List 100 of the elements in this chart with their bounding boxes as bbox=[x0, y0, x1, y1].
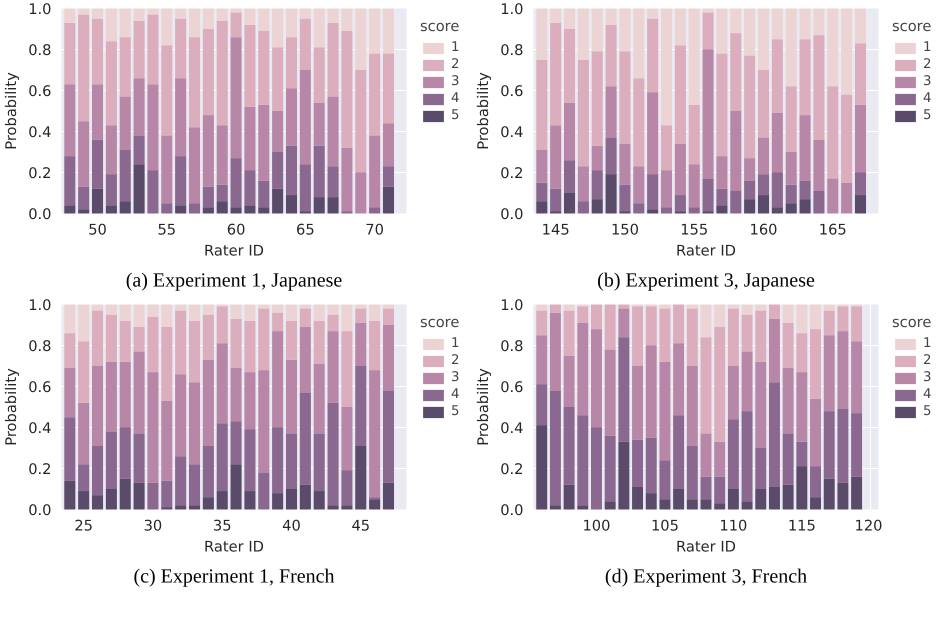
bar bbox=[619, 52, 630, 144]
bar bbox=[64, 205, 76, 214]
bar bbox=[147, 316, 158, 372]
x-tick-label: 150 bbox=[610, 222, 639, 238]
bar bbox=[716, 205, 728, 214]
bar bbox=[202, 360, 214, 446]
bar bbox=[272, 331, 284, 428]
x-tick-label: 145 bbox=[542, 222, 570, 238]
bar bbox=[161, 203, 172, 214]
x-tick-label: 155 bbox=[680, 222, 708, 238]
bar bbox=[647, 8, 658, 19]
bar bbox=[134, 304, 145, 328]
bar bbox=[755, 448, 766, 489]
bar bbox=[147, 372, 158, 483]
bar bbox=[564, 484, 575, 510]
bar bbox=[369, 304, 380, 321]
bar bbox=[728, 419, 739, 489]
bar bbox=[120, 37, 131, 97]
bar bbox=[230, 158, 242, 208]
bar bbox=[382, 8, 394, 54]
bar bbox=[659, 304, 670, 309]
bar bbox=[258, 104, 270, 181]
bar bbox=[577, 415, 588, 506]
bar bbox=[272, 47, 284, 111]
bar bbox=[314, 320, 325, 364]
y-tick-label: 0.4 bbox=[28, 420, 52, 437]
bar bbox=[188, 8, 200, 38]
bar bbox=[813, 8, 824, 36]
legend-label: 2 bbox=[923, 57, 932, 72]
bar bbox=[134, 482, 145, 510]
bar bbox=[592, 170, 603, 200]
y-tick-label: 0.2 bbox=[500, 461, 524, 478]
bar bbox=[688, 164, 700, 208]
bar bbox=[714, 476, 726, 504]
bar bbox=[328, 304, 339, 315]
y-tick-label: 0.2 bbox=[28, 461, 52, 478]
bar bbox=[796, 304, 808, 334]
y-tick-label: 0.0 bbox=[500, 502, 524, 519]
bar bbox=[714, 442, 726, 477]
bar bbox=[647, 209, 658, 214]
bar bbox=[686, 366, 698, 446]
bar bbox=[578, 201, 589, 214]
y-tick-label: 0.0 bbox=[500, 206, 524, 223]
bar bbox=[841, 182, 852, 214]
bar bbox=[314, 491, 325, 510]
bar bbox=[369, 499, 380, 510]
x-tick-label: 40 bbox=[282, 518, 301, 534]
bar bbox=[328, 96, 339, 166]
bar bbox=[604, 501, 616, 510]
bar bbox=[577, 505, 588, 510]
bar bbox=[134, 78, 145, 136]
bar bbox=[355, 446, 366, 510]
bar bbox=[244, 24, 256, 107]
bar bbox=[604, 304, 616, 350]
bar bbox=[120, 150, 131, 202]
bar bbox=[147, 482, 158, 510]
bar bbox=[716, 156, 728, 189]
bar bbox=[300, 308, 311, 328]
bar bbox=[659, 362, 670, 460]
bar bbox=[355, 70, 366, 172]
bar bbox=[328, 22, 339, 97]
bar bbox=[286, 304, 298, 321]
bar bbox=[564, 160, 576, 193]
bar bbox=[632, 440, 644, 487]
bar bbox=[758, 70, 770, 138]
bar bbox=[106, 314, 117, 362]
y-tick-label: 0.6 bbox=[28, 83, 52, 100]
bar bbox=[550, 8, 562, 23]
y-tick-label: 0.6 bbox=[28, 379, 52, 396]
bar bbox=[369, 207, 380, 214]
bar bbox=[230, 421, 242, 464]
bar bbox=[813, 140, 824, 191]
bar bbox=[854, 195, 866, 214]
y-tick-label: 0.4 bbox=[28, 124, 52, 141]
bar bbox=[782, 322, 794, 368]
bar bbox=[686, 446, 698, 500]
y-tick-label: 1.0 bbox=[500, 1, 524, 18]
bar bbox=[728, 304, 739, 309]
text: (a) Experiment 1, Japanese bbox=[126, 270, 342, 292]
bar bbox=[188, 505, 200, 510]
bar bbox=[604, 436, 616, 502]
bar bbox=[827, 8, 838, 86]
bar bbox=[755, 310, 766, 362]
bar bbox=[772, 113, 783, 172]
bar bbox=[106, 125, 117, 175]
bar bbox=[258, 472, 270, 510]
bar bbox=[314, 434, 325, 492]
bar bbox=[564, 8, 576, 29]
bar bbox=[202, 207, 214, 214]
bar bbox=[674, 45, 686, 144]
y-tick-label: 0.6 bbox=[500, 83, 524, 100]
bar bbox=[161, 400, 172, 481]
legend-label: 1 bbox=[451, 40, 460, 55]
bar bbox=[230, 464, 242, 510]
bar bbox=[382, 166, 394, 187]
legend-title: score bbox=[892, 314, 932, 331]
legend-label: 5 bbox=[923, 404, 932, 419]
bar bbox=[606, 24, 617, 86]
bar bbox=[536, 304, 548, 311]
bar bbox=[674, 144, 686, 196]
